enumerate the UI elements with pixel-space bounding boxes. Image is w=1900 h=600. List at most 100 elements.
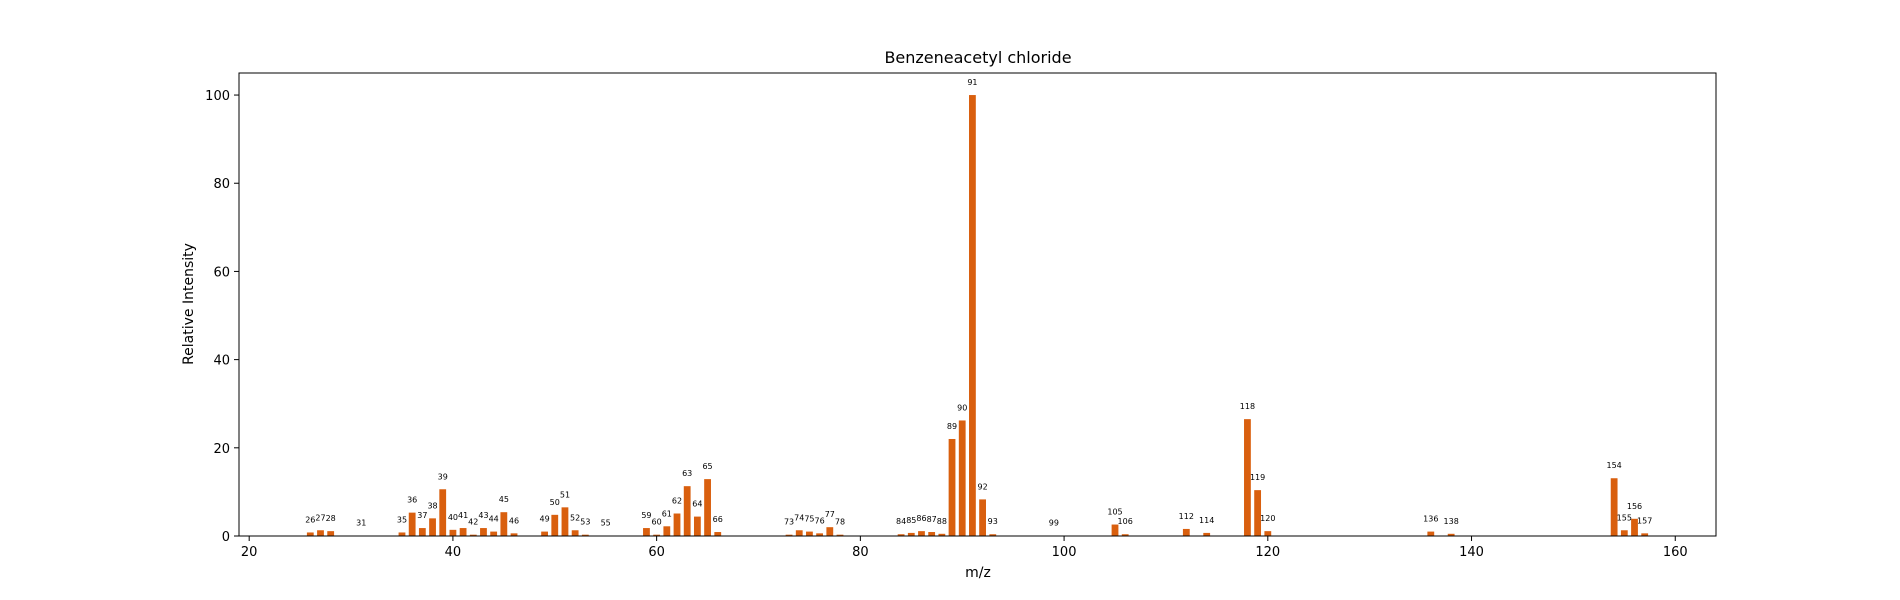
bar-label-mz-91: 91	[967, 78, 977, 87]
bar-label-mz-87: 87	[927, 515, 937, 524]
bar-label-mz-44: 44	[489, 515, 499, 524]
bar-label-mz-65: 65	[702, 462, 712, 471]
y-axis-label: Relative Intensity	[181, 243, 197, 365]
bar-mz-40	[449, 529, 457, 536]
bar-label-mz-28: 28	[326, 514, 336, 523]
bar-mz-154	[1610, 478, 1618, 536]
x-axis: 20 40 60 80 100 120 140 160	[241, 536, 1688, 560]
bar-label-mz-76: 76	[815, 516, 825, 525]
bar-mz-74	[795, 530, 803, 536]
bar-mz-86	[918, 531, 925, 536]
bar-label-mz-77: 77	[825, 510, 835, 519]
bar-mz-114	[1203, 532, 1211, 536]
bar-label-mz-36: 36	[407, 496, 417, 505]
bar-label-mz-59: 59	[641, 511, 651, 520]
bar-label-mz-26: 26	[305, 515, 315, 524]
bar-label-mz-75: 75	[804, 515, 814, 524]
y-tick-label: 60	[213, 265, 230, 280]
bar-mz-27	[317, 530, 324, 536]
bar-label-mz-51: 51	[560, 490, 570, 499]
bar-mz-46	[510, 533, 518, 536]
x-tick-label: 120	[1255, 545, 1280, 560]
bar-mz-60	[653, 534, 661, 536]
bar-label-mz-114: 114	[1199, 516, 1214, 525]
bar-label-mz-66: 66	[713, 515, 723, 524]
bar-mz-26	[306, 532, 314, 536]
bar-mz-85	[907, 532, 915, 536]
bar-mz-62	[673, 513, 681, 536]
bar-mz-37	[418, 528, 426, 536]
bar-label-mz-120: 120	[1260, 514, 1275, 523]
bar-mz-77	[826, 527, 834, 536]
bar-label-mz-90: 90	[957, 403, 967, 412]
bar-label-mz-136: 136	[1423, 515, 1438, 524]
bar-label-mz-64: 64	[692, 500, 702, 509]
bar-label-mz-63: 63	[682, 469, 692, 478]
bar-mz-50	[551, 514, 559, 536]
bar-label-mz-74: 74	[794, 513, 804, 522]
bar-mz-73	[785, 534, 793, 536]
bar-label-mz-43: 43	[478, 511, 488, 520]
y-tick-label: 0	[222, 530, 230, 545]
bar-label-mz-27: 27	[315, 513, 325, 522]
bar-mz-38	[429, 518, 436, 536]
bar-label-mz-73: 73	[784, 518, 794, 527]
x-axis-label: m/z	[965, 565, 991, 581]
bar-mz-87	[928, 532, 936, 536]
bar-mz-64	[693, 516, 701, 536]
chart-title: Benzeneacetyl chloride	[884, 48, 1071, 67]
bar-label-mz-92: 92	[977, 482, 987, 491]
bar-label-mz-156: 156	[1627, 502, 1642, 511]
bar-mz-106	[1121, 534, 1129, 536]
bar-mz-84	[897, 534, 905, 536]
bar-mz-43	[480, 528, 487, 536]
bar-label-mz-112: 112	[1179, 512, 1194, 521]
bar-label-mz-93: 93	[988, 517, 998, 526]
bar-label-mz-50: 50	[550, 498, 560, 507]
bar-mz-89	[948, 438, 956, 536]
bar-mz-52	[571, 530, 579, 536]
bar-mz-36	[408, 512, 416, 536]
bar-mz-92	[979, 499, 986, 536]
bar-label-mz-39: 39	[438, 472, 448, 481]
bar-mz-45	[500, 512, 508, 536]
bar-mz-59	[643, 528, 650, 536]
bar-label-mz-154: 154	[1606, 461, 1621, 470]
bar-mz-90	[958, 420, 966, 536]
y-tick-label: 20	[213, 442, 230, 457]
bar-label-mz-118: 118	[1240, 402, 1255, 411]
bar-label-mz-84: 84	[896, 517, 906, 526]
bar-label-mz-60: 60	[652, 518, 662, 527]
bar-mz-112	[1182, 528, 1190, 536]
bar-label-mz-53: 53	[580, 518, 590, 527]
bar-label-mz-35: 35	[397, 515, 407, 524]
bar-label-mz-41: 41	[458, 511, 468, 520]
bar-mz-44	[490, 531, 498, 536]
plot-area-frame	[238, 72, 1717, 537]
bar-mz-66	[714, 532, 722, 536]
bar-label-mz-155: 155	[1617, 513, 1632, 522]
x-tick-label: 20	[241, 545, 258, 560]
bar-label-mz-99: 99	[1049, 519, 1059, 528]
x-tick-label: 160	[1663, 545, 1688, 560]
bar-label-mz-138: 138	[1444, 517, 1459, 526]
bar-label-mz-31: 31	[356, 519, 366, 528]
bar-mz-35	[398, 532, 406, 536]
bar-mz-93	[989, 534, 997, 536]
bar-mz-63	[683, 486, 691, 536]
bar-mz-157	[1641, 533, 1649, 536]
bar-label-mz-37: 37	[417, 511, 427, 520]
bar-label-mz-55: 55	[601, 519, 611, 528]
bar-mz-118	[1244, 419, 1251, 536]
bar-mz-105	[1111, 524, 1119, 536]
bar-mz-39	[439, 489, 447, 536]
bar-label-mz-62: 62	[672, 497, 682, 506]
bar-label-mz-119: 119	[1250, 473, 1265, 482]
bar-mz-61	[663, 526, 671, 536]
y-axis: 0 20 40 60 80 100	[205, 89, 239, 545]
bars-group	[306, 95, 1649, 537]
bar-label-mz-52: 52	[570, 513, 580, 522]
bar-label-mz-40: 40	[448, 513, 458, 522]
